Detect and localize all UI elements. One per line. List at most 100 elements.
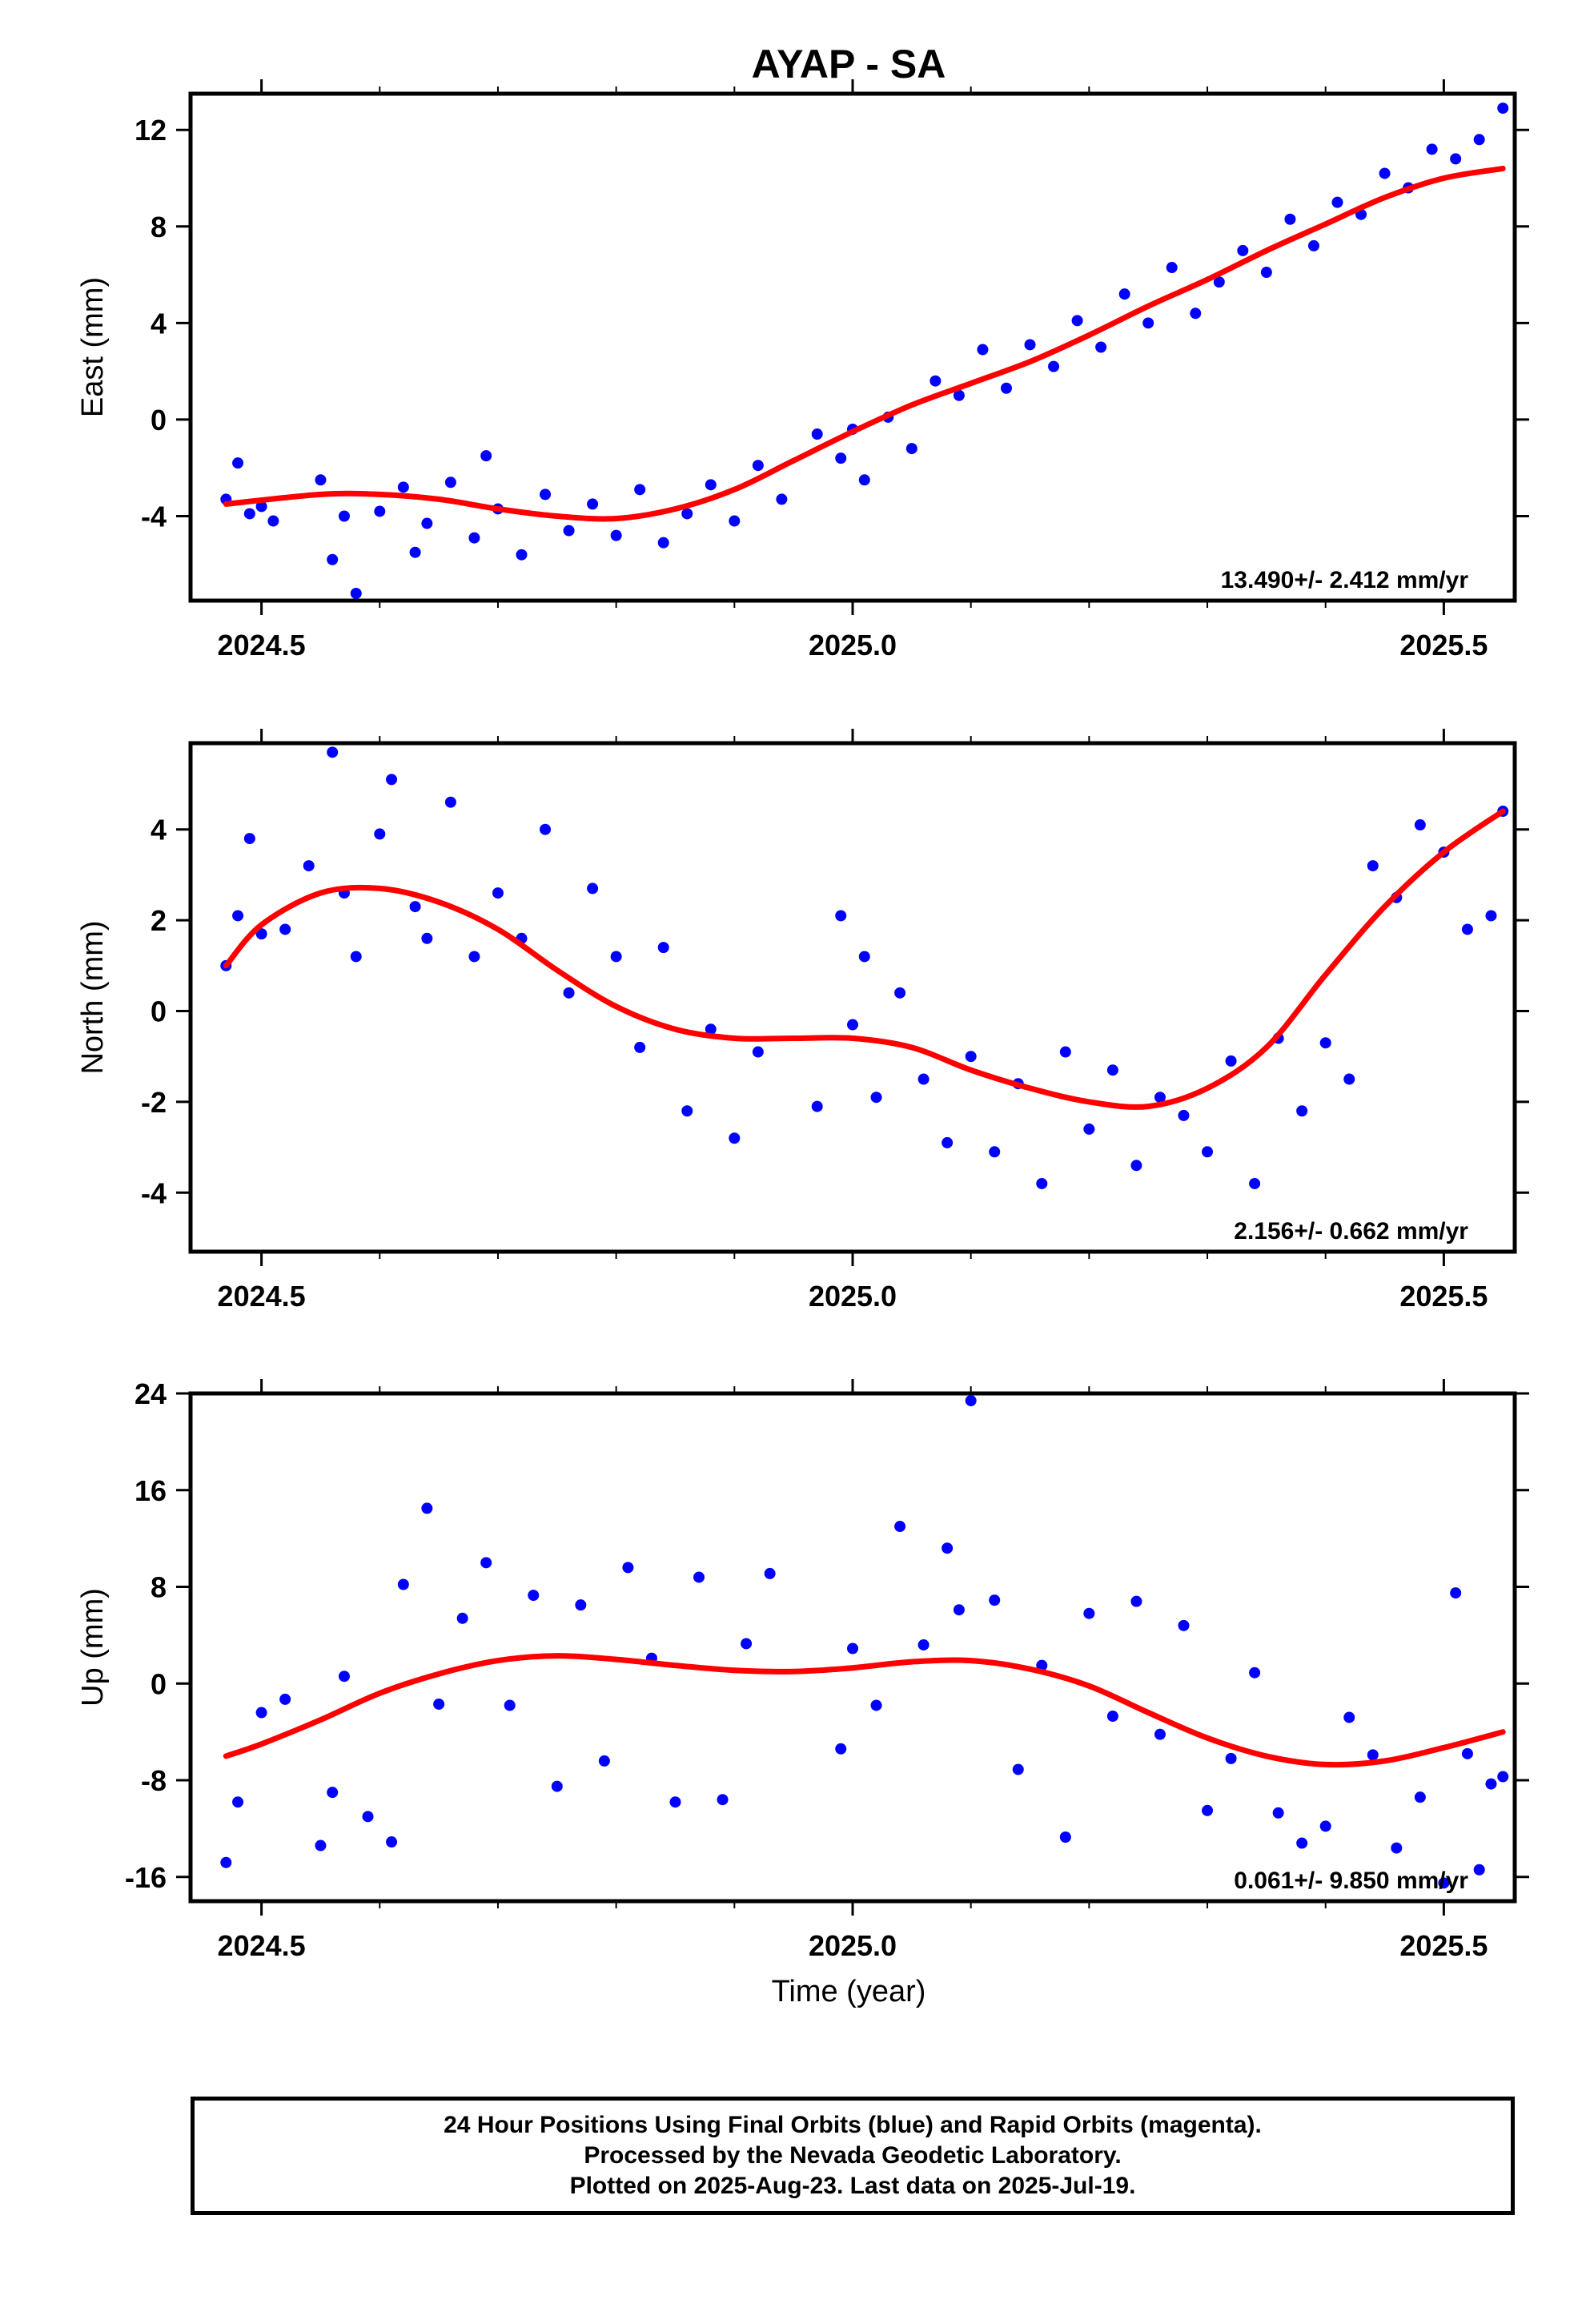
y-tick-label: -8 [141, 1764, 167, 1797]
data-point [1485, 1778, 1497, 1790]
data-point [315, 1839, 327, 1852]
data-point [1497, 1771, 1509, 1783]
data-point [267, 515, 279, 527]
x-tick-label: 2025.5 [1399, 1929, 1488, 1962]
data-point [1272, 1807, 1284, 1819]
data-point [681, 508, 693, 520]
data-point [409, 901, 421, 913]
y-tick-label: -4 [141, 1176, 167, 1209]
data-point [1154, 1092, 1166, 1104]
data-point [870, 1092, 882, 1104]
data-point [1190, 308, 1202, 320]
y-tick-label: -4 [141, 501, 167, 533]
rate-label: 2.156+/- 0.662 mm/yr [1234, 1218, 1468, 1244]
data-point [835, 452, 847, 464]
data-point [1130, 1595, 1142, 1607]
data-point [634, 484, 646, 496]
x-tick-label: 2024.5 [218, 629, 306, 661]
data-point [1307, 239, 1319, 251]
data-point [930, 375, 942, 387]
data-point [1083, 1123, 1095, 1135]
data-point [870, 1699, 882, 1711]
data-point [480, 450, 492, 462]
data-point [220, 1856, 232, 1868]
data-point [942, 1136, 954, 1148]
data-point [705, 1023, 717, 1035]
data-point [243, 508, 255, 520]
data-point [1142, 317, 1154, 329]
data-point [456, 1612, 468, 1624]
data-point [965, 1395, 977, 1407]
data-point [811, 1100, 823, 1112]
data-point [1225, 1752, 1237, 1764]
data-point [1367, 860, 1379, 872]
data-point [1225, 1055, 1237, 1067]
data-point [634, 1041, 646, 1053]
data-point [255, 1707, 267, 1719]
data-point [894, 987, 906, 999]
data-point [1296, 1837, 1308, 1849]
fit-curve [223, 1653, 1506, 1768]
data-point [1154, 1728, 1166, 1740]
data-point [350, 587, 362, 599]
data-point [1024, 339, 1036, 351]
data-point [1296, 1105, 1308, 1117]
y-tick-label: 24 [135, 1377, 167, 1410]
data-point [729, 1132, 741, 1144]
y-tick-label: 0 [151, 404, 167, 436]
footer-line-3: Plotted on 2025-Aug-23. Last data on 202… [569, 2173, 1136, 2199]
x-tick-label: 2025.0 [809, 1929, 897, 1962]
data-point [1178, 1109, 1190, 1121]
data-point [444, 476, 456, 489]
data-point [338, 510, 350, 522]
x-tick-label: 2025.5 [1399, 629, 1488, 661]
data-point [1438, 1877, 1450, 1889]
x-tick-label: 2025.0 [809, 1280, 897, 1313]
data-point [858, 951, 870, 963]
y-tick-label: 8 [151, 211, 167, 243]
plot-frame [188, 91, 1517, 603]
data-point [835, 910, 847, 922]
data-point [575, 1599, 587, 1611]
data-point [1319, 1820, 1331, 1832]
data-point [1260, 267, 1272, 279]
data-point [598, 1755, 610, 1767]
data-point [255, 501, 267, 513]
data-point [587, 883, 599, 895]
data-point [1048, 360, 1060, 372]
data-point [397, 481, 409, 493]
data-point [1367, 1749, 1379, 1761]
data-point [504, 1699, 516, 1711]
y-axis-label: North (mm) [76, 920, 110, 1074]
data-point [480, 1557, 492, 1569]
data-point [1118, 288, 1130, 300]
data-point [327, 1787, 339, 1799]
data-point [917, 1638, 930, 1651]
data-point [953, 389, 965, 401]
data-point [279, 1693, 291, 1705]
data-point [421, 1502, 433, 1514]
data-point [1379, 167, 1391, 179]
data-point [528, 1590, 540, 1602]
data-point [905, 443, 917, 455]
y-tick-label: 12 [135, 114, 167, 147]
data-point [587, 498, 599, 510]
footer-caption-box: 24 Hour Positions Using Final Orbits (bl… [191, 2097, 1515, 2215]
data-point [705, 479, 717, 491]
data-point [847, 1642, 858, 1655]
data-point [752, 1046, 764, 1058]
y-tick-label: -16 [125, 1861, 167, 1894]
data-point [540, 489, 552, 501]
data-point [386, 1836, 398, 1848]
data-point [516, 549, 528, 561]
data-point [1202, 1804, 1214, 1816]
y-tick-label: 16 [135, 1474, 167, 1507]
data-point [1012, 1763, 1024, 1775]
data-point [610, 529, 622, 541]
data-point [1391, 1842, 1403, 1854]
data-point [397, 1578, 409, 1590]
data-point [540, 823, 552, 835]
data-point [622, 1562, 634, 1574]
y-tick-label: 0 [151, 995, 167, 1028]
chart-title: AYAP - SA [752, 42, 946, 86]
